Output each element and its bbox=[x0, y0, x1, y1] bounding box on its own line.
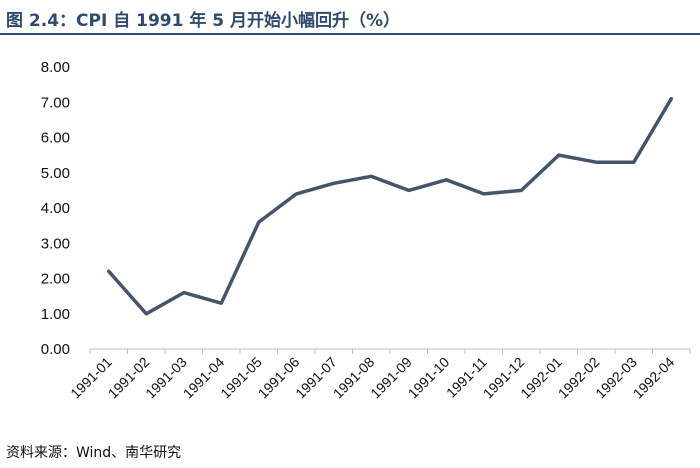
y-axis-ticks: 0.00 1.00 2.00 3.00 4.00 5.00 6.00 7.00 8.00 bbox=[41, 59, 70, 358]
data-point bbox=[444, 178, 448, 182]
data-point bbox=[369, 174, 373, 178]
y-tick-label: 1.00 bbox=[41, 306, 70, 323]
x-tick-label: 1992-04 bbox=[630, 354, 678, 402]
y-tick-label: 7.00 bbox=[41, 94, 70, 111]
data-point bbox=[219, 301, 223, 305]
y-tick-label: 5.00 bbox=[41, 165, 70, 182]
data-point bbox=[107, 269, 111, 273]
data-point bbox=[557, 153, 561, 157]
title-underline bbox=[0, 33, 700, 35]
data-point bbox=[669, 97, 673, 101]
x-tick-label: 1991-10 bbox=[405, 354, 453, 402]
data-point bbox=[257, 220, 261, 224]
y-tick-label: 0.00 bbox=[41, 341, 70, 358]
data-point bbox=[182, 291, 186, 295]
data-point bbox=[632, 160, 636, 164]
x-axis-ticks: 1991-011991-021991-031991-041991-051991-… bbox=[67, 349, 691, 402]
y-tick-label: 3.00 bbox=[41, 235, 70, 252]
line-chart: 0.00 1.00 2.00 3.00 4.00 5.00 6.00 7.00 8.00 199… bbox=[41, 59, 691, 402]
data-point bbox=[519, 188, 523, 192]
data-point bbox=[407, 188, 411, 192]
series-line bbox=[107, 96, 674, 316]
chart-title: 图 2.4：CPI 自 1991 年 5 月开始小幅回升（%） bbox=[6, 11, 401, 31]
y-tick-label: 8.00 bbox=[41, 59, 70, 76]
data-point bbox=[294, 192, 298, 196]
source-note: 资料来源：Wind、南华研究 bbox=[6, 445, 182, 461]
y-tick-label: 4.00 bbox=[41, 200, 70, 217]
data-point bbox=[594, 160, 598, 164]
data-point bbox=[144, 312, 148, 316]
data-point bbox=[332, 181, 336, 185]
data-point bbox=[482, 192, 486, 196]
series-points bbox=[107, 97, 673, 316]
y-tick-label: 6.00 bbox=[41, 130, 70, 147]
y-tick-label: 2.00 bbox=[41, 271, 70, 288]
